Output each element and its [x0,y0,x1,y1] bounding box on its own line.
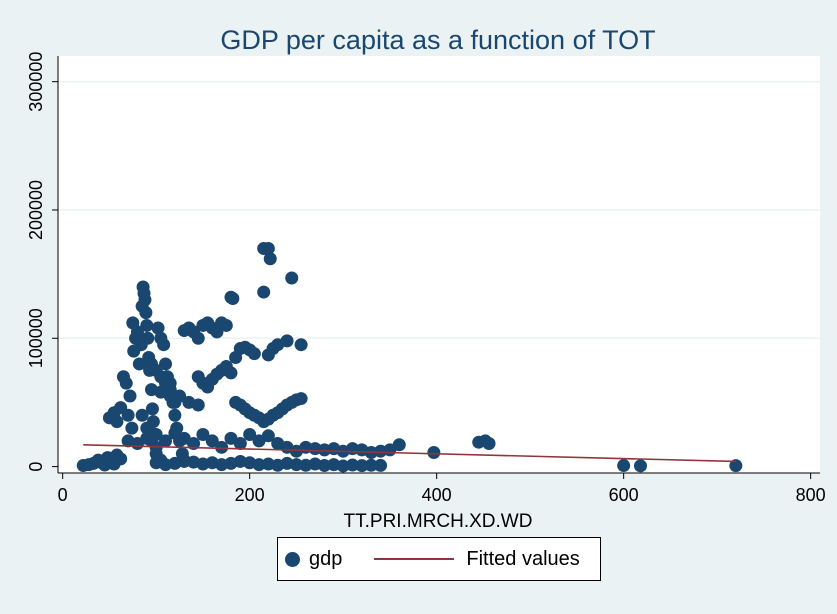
gdp-point [140,421,154,435]
gdp-point [289,458,303,472]
gdp-point [729,459,743,473]
gdp-point [317,459,331,473]
gdp-point [157,338,171,352]
fitted-values-line [83,443,736,463]
gdp-point [261,429,275,443]
gdp-point [294,392,308,406]
gdp-point [168,408,182,422]
axis-ticks: 0 100000 200000 300000 0 200 400 600 800 [26,52,826,505]
x-axis-label: TT.PRI.MRCH.XD.WD [344,511,533,532]
gdp-point [154,453,168,467]
grid-lines [58,80,820,340]
gdp-point [617,459,631,473]
gdp-point [139,306,153,320]
gdp-point [233,436,247,450]
gdp-point [392,438,406,452]
gdp-point [145,402,159,416]
gdp-point [374,458,388,472]
gdp-point [482,436,496,450]
gdp-point [144,434,158,448]
gdp-point [159,376,173,390]
gdp-point [346,458,360,472]
chart-title: GDP per capita as a function of TOT [220,25,655,55]
gdp-point [243,428,257,442]
gdp-point [427,445,441,459]
gdp-point [140,318,154,332]
gdp-point [177,454,191,468]
legend-gdp-marker-icon [285,551,300,567]
gdp-point [633,459,647,473]
gdp-point [247,347,261,361]
gdp-point [123,389,137,403]
gdp-point [119,376,133,390]
gdp-point [294,338,308,352]
fitted-line-layer [83,443,736,463]
gdp-point [141,331,155,345]
gdp-point [191,331,205,345]
gdp-point [125,421,139,435]
gdp-point [121,408,135,422]
gdp-point [159,357,173,371]
gdp-point [135,408,149,422]
y-tick-label: 200000 [26,180,46,240]
gdp-point [130,325,144,339]
legend-fitted-line-icon [374,558,455,560]
gdp-point [364,458,378,472]
x-tick-label: 800 [796,485,826,505]
x-tick-label: 200 [235,485,265,505]
gdp-point [226,292,240,306]
gdp-point [138,293,152,307]
gdp-point [196,428,210,442]
gdp-point [205,434,219,448]
legend-gdp-label: gdp [309,547,343,570]
gdp-point [257,285,271,299]
x-tick-label: 400 [422,485,452,505]
gdp-point [280,334,294,348]
legend-fitted-label: Fitted values [466,547,580,570]
y-tick-label: 300000 [26,52,46,112]
gdp-point [114,452,128,466]
gdp-point [168,395,182,409]
gdp-point [151,321,165,335]
x-tick-label: 0 [58,485,68,505]
gdp-point [191,398,205,412]
gdp-point [215,440,229,454]
gdp-point [110,415,124,429]
gdp-point [219,318,233,332]
gdp-point [159,434,173,448]
gdp-point [263,252,277,266]
gdp-point [261,241,275,255]
gdp-point [355,459,369,473]
x-tick-label: 600 [609,485,639,505]
gdp-point [252,458,266,472]
gdp-point [285,271,299,285]
legend: gdp Fitted values [277,537,601,581]
gdp-point [132,357,146,371]
y-tick-label: 100000 [26,308,46,368]
y-tick-label: 0 [26,462,46,472]
gdp-point [224,366,238,380]
gdp-point [336,459,350,473]
